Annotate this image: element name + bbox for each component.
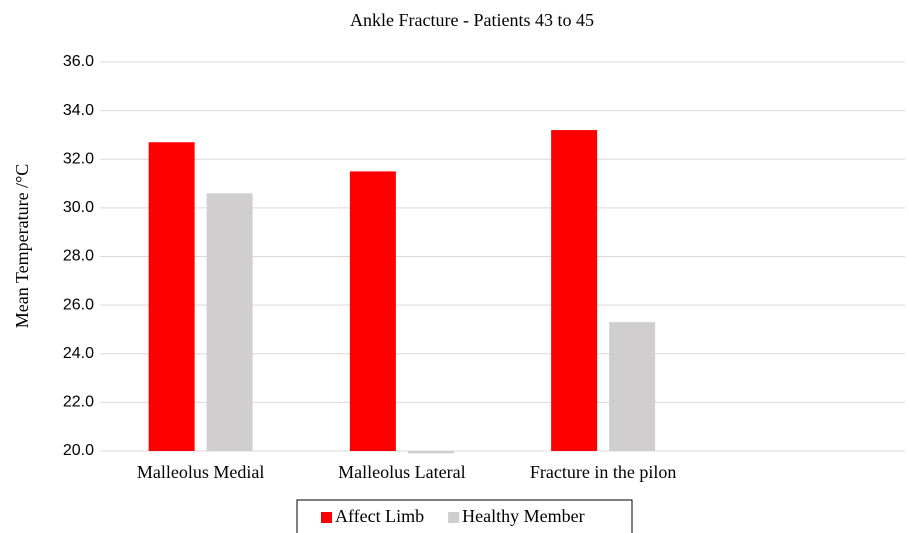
x-tick-label: Fracture in the pilon (530, 462, 676, 482)
bar (407, 451, 454, 454)
x-tick-label: Malleolus Medial (137, 462, 264, 482)
legend-label: Affect Limb (335, 506, 424, 526)
legend-swatch (321, 512, 332, 523)
y-tick-label: 32.0 (63, 150, 94, 167)
y-tick-label: 28.0 (63, 248, 94, 265)
bar (551, 130, 598, 451)
y-tick-label: 26.0 (63, 296, 94, 313)
bar (349, 171, 396, 451)
y-tick-label: 24.0 (63, 345, 94, 362)
y-axis-title: Mean Temperature /°C (12, 164, 32, 329)
bar (148, 142, 195, 451)
bar (609, 322, 656, 451)
y-tick-label: 34.0 (63, 102, 94, 119)
y-tick-label: 20.0 (63, 442, 94, 459)
legend-box (296, 499, 633, 533)
x-tick-label: Malleolus Lateral (338, 462, 465, 482)
bar (206, 193, 253, 451)
legend-label: Healthy Member (462, 506, 584, 526)
y-tick-label: 36.0 (63, 53, 94, 70)
chart-title: Ankle Fracture - Patients 43 to 45 (350, 10, 594, 30)
y-tick-label: 30.0 (63, 199, 94, 216)
y-tick-label: 22.0 (63, 394, 94, 411)
legend-swatch (448, 512, 460, 523)
